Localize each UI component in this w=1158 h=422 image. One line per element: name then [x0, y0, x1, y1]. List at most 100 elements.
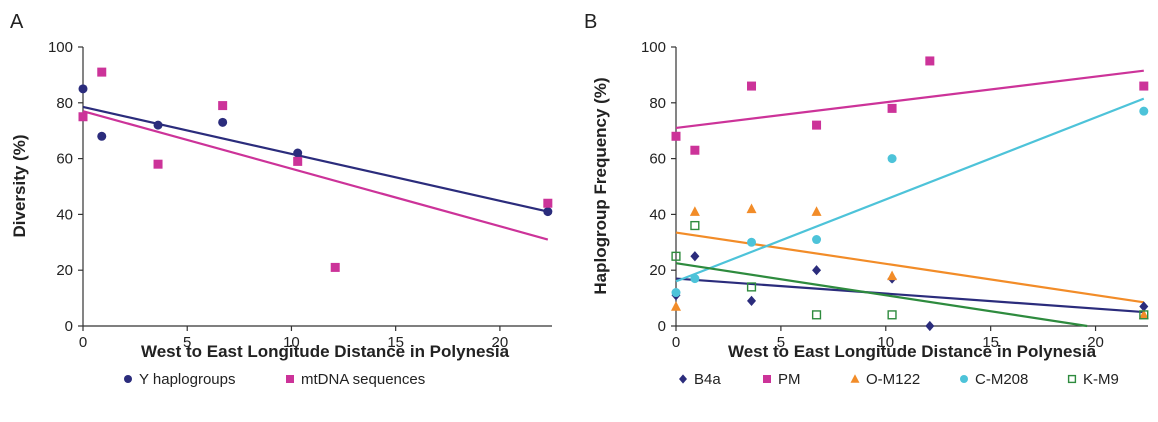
panel-b-x-ticks: 0 5 10 15 20	[672, 326, 1104, 351]
data-point-b4a	[747, 295, 757, 306]
data-point-b4a	[925, 320, 935, 332]
data-point-k-m9	[671, 251, 681, 261]
panel-b-legend: B4a PM O-M122 C-M208 K-M9	[679, 371, 1119, 388]
panel-b-trendlines	[675, 69, 1145, 328]
panel-a-x-axis-title: West to East Longitude Distance in Polyn…	[141, 342, 510, 361]
data-point-c-m208	[690, 274, 700, 284]
data-point-c-m208	[671, 288, 681, 298]
data-point-c-m208	[812, 235, 822, 245]
panel-a-axes	[82, 47, 552, 327]
y-tick-label: 100	[641, 39, 666, 56]
data-point-k-m9	[887, 310, 897, 320]
legend-label-k-m9: K-M9	[1083, 371, 1119, 388]
panel-a-x-ticks: 0 5 10 15 20	[79, 326, 508, 351]
x-tick-label: 10	[877, 334, 894, 351]
data-point-o-m122	[671, 301, 681, 311]
legend-marker-b4a	[679, 374, 687, 384]
y-tick-label: 80	[56, 95, 73, 112]
y-tick-label: 0	[658, 318, 666, 335]
legend-label-c-m208: C-M208	[975, 371, 1028, 388]
legend-marker-mtdna-sequences	[286, 375, 294, 383]
legend-label-y-haplogroups: Y haplogroups	[139, 371, 235, 388]
legend-label-o-m122: O-M122	[866, 371, 920, 388]
data-point-pm	[887, 103, 897, 113]
data-point-y-haplogroups	[218, 117, 228, 127]
y-tick-label: 100	[48, 39, 73, 56]
y-tick-label: 60	[56, 151, 73, 168]
data-point-mtdna-sequences	[293, 156, 303, 166]
panel-b-y-axis-title: Haplogroup Frequency (%)	[591, 77, 610, 294]
y-tick-label: 40	[649, 206, 666, 223]
trendline-k-m9	[675, 262, 1088, 328]
x-tick-label: 0	[672, 334, 680, 351]
legend-marker-c-m208	[960, 375, 968, 383]
x-tick-label: 5	[777, 334, 785, 351]
data-point-pm	[1139, 81, 1149, 91]
data-point-c-m208	[887, 154, 897, 164]
data-point-y-haplogroups	[97, 131, 107, 141]
data-point-pm	[812, 120, 822, 130]
data-point-mtdna-sequences	[330, 262, 340, 272]
data-point-k-m9	[811, 310, 822, 320]
panel-a-legend: Y haplogroups mtDNA sequences	[124, 371, 425, 388]
x-tick-label: 15	[387, 334, 404, 351]
legend-label-mtdna-sequences: mtDNA sequences	[301, 371, 425, 388]
panel-b-x-axis-title: West to East Longitude Distance in Polyn…	[728, 342, 1097, 361]
y-tick-label: 40	[56, 206, 73, 223]
trendline-o-m122	[675, 231, 1144, 304]
data-point-y-haplogroups	[293, 148, 303, 158]
data-point-pm	[690, 145, 700, 155]
data-point-c-m208	[747, 237, 757, 247]
panel-b: B 0 20 40 60 80 100 0 5 10 15 20 Haplogroup Frequ…	[584, 11, 1149, 388]
data-point-mtdna-sequences	[78, 112, 88, 122]
y-tick-label: 60	[649, 151, 666, 168]
y-tick-label: 20	[56, 262, 73, 279]
panel-a-y-ticks: 0 20 40 60 80 100	[48, 39, 83, 335]
panel-a-trendlines	[82, 105, 549, 241]
legend-marker-pm	[763, 375, 771, 383]
data-point-o-m122	[811, 206, 822, 216]
x-tick-label: 20	[492, 334, 509, 351]
trendline-c-m208	[675, 97, 1145, 283]
data-point-c-m208	[1139, 106, 1149, 116]
panel-b-points	[671, 56, 1149, 332]
data-point-o-m122	[1138, 309, 1149, 320]
data-point-o-m122	[887, 270, 898, 281]
data-point-pm	[747, 81, 757, 91]
panel-a-letter: A	[10, 11, 24, 33]
data-point-y-haplogroups	[78, 84, 88, 94]
panel-a: A 0 20 40 60 80 100 0 5 10 15 20 Diversity (%) We…	[10, 11, 553, 388]
y-tick-label: 20	[649, 262, 666, 279]
legend-marker-k-m9	[1067, 374, 1077, 384]
trendline-pm	[675, 69, 1144, 130]
panel-b-letter: B	[584, 11, 597, 33]
data-point-k-m9	[746, 282, 757, 292]
panel-b-y-ticks: 0 20 40 60 80 100	[641, 39, 676, 335]
data-point-mtdna-sequences	[543, 198, 553, 208]
trendline-y-haplogroups	[82, 105, 549, 213]
x-tick-label: 5	[183, 334, 191, 351]
data-point-k-m9	[1139, 310, 1149, 320]
data-point-b4a	[690, 251, 700, 262]
data-point-mtdna-sequences	[153, 159, 163, 169]
data-point-k-m9	[690, 220, 700, 231]
data-point-mtdna-sequences	[97, 67, 107, 77]
legend-marker-y-haplogroups	[124, 375, 132, 383]
x-tick-label: 10	[283, 334, 300, 351]
legend-label-pm: PM	[778, 371, 801, 388]
panel-a-y-axis-title: Diversity (%)	[10, 135, 29, 238]
data-point-pm	[925, 56, 935, 66]
data-point-mtdna-sequences	[218, 101, 228, 111]
data-point-b4a	[1139, 301, 1149, 312]
x-tick-label: 15	[982, 334, 999, 351]
data-point-y-haplogroups	[543, 207, 553, 217]
legend-label-b4a: B4a	[694, 371, 721, 388]
data-point-o-m122	[689, 206, 700, 216]
y-tick-label: 80	[649, 95, 666, 112]
y-tick-label: 0	[65, 318, 73, 335]
data-point-pm	[671, 131, 681, 141]
x-tick-label: 0	[79, 334, 87, 351]
trendline-mtdna-sequences	[82, 110, 549, 241]
data-point-y-haplogroups	[153, 120, 163, 130]
